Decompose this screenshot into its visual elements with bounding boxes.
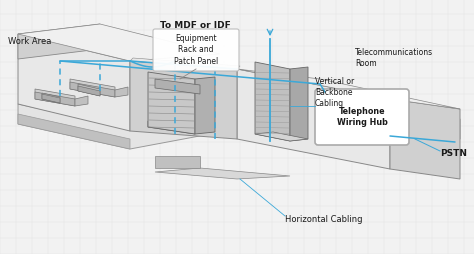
Polygon shape [390,99,460,179]
Text: Telephone
Wiring Hub: Telephone Wiring Hub [337,107,387,128]
Polygon shape [290,67,308,141]
Text: Vertical or
Backbone
Cabling: Vertical or Backbone Cabling [315,77,354,108]
Polygon shape [70,79,115,97]
Polygon shape [70,82,115,97]
Polygon shape [148,72,195,134]
Text: Equipment
Rack and
Patch Panel: Equipment Rack and Patch Panel [174,34,218,66]
Polygon shape [42,94,60,103]
Polygon shape [237,69,460,109]
Polygon shape [78,86,100,96]
Polygon shape [35,89,75,106]
Polygon shape [237,69,390,169]
Polygon shape [148,121,195,134]
Text: Horizontal Cabling: Horizontal Cabling [285,215,363,224]
Polygon shape [155,79,200,94]
Polygon shape [18,104,460,159]
Polygon shape [35,92,75,106]
Polygon shape [155,156,200,168]
Text: Telecommunications
Room: Telecommunications Room [355,48,433,68]
Text: PSTN: PSTN [440,149,467,158]
Polygon shape [75,96,88,106]
Polygon shape [237,119,390,159]
FancyBboxPatch shape [153,29,239,71]
Polygon shape [155,168,290,179]
Polygon shape [18,34,130,131]
Polygon shape [130,61,237,139]
Polygon shape [130,58,240,69]
FancyBboxPatch shape [315,89,409,145]
Polygon shape [18,24,220,61]
Polygon shape [18,114,130,149]
Polygon shape [195,77,215,134]
Polygon shape [255,132,308,141]
Polygon shape [255,62,290,141]
Text: Work Area: Work Area [8,37,51,46]
Polygon shape [78,84,100,96]
Polygon shape [18,24,100,59]
Polygon shape [42,93,60,103]
Polygon shape [115,87,128,97]
Text: To MDF or IDF: To MDF or IDF [160,22,230,30]
